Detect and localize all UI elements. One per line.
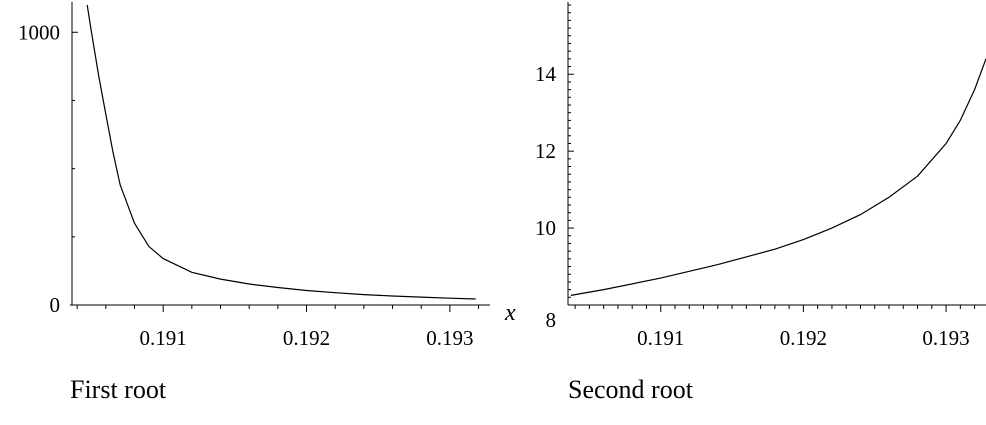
x-tick-label: 0.193 [922, 326, 969, 350]
x-tick-label: 0.192 [283, 326, 330, 350]
x-tick-label: 0.191 [140, 326, 187, 350]
x-axis-label: x [504, 300, 516, 326]
x-tick-label: 0.193 [426, 326, 473, 350]
y-tick-label: 8 [546, 308, 557, 332]
chart-panel-2: 0.191 0.192 0.193 8 10 12 14 [535, 2, 986, 350]
x-tick-label: 0.191 [637, 326, 684, 350]
y-tick-label: 10 [535, 216, 556, 240]
chart-caption-first-root: First root [70, 375, 167, 404]
y-tick-label: 14 [535, 62, 557, 86]
series-line-1 [570, 58, 986, 296]
chart-panel-1: 0.191 0.192 0.193 0 1000 x [18, 2, 516, 350]
x-tick-label: 0.192 [780, 326, 827, 350]
y-tick-label: 0 [50, 293, 61, 317]
y-tick-label: 1000 [18, 20, 60, 44]
y-tick-label: 12 [535, 139, 556, 163]
chart-caption-second-root: Second root [568, 375, 693, 404]
series-line-1 [86, 4, 476, 300]
